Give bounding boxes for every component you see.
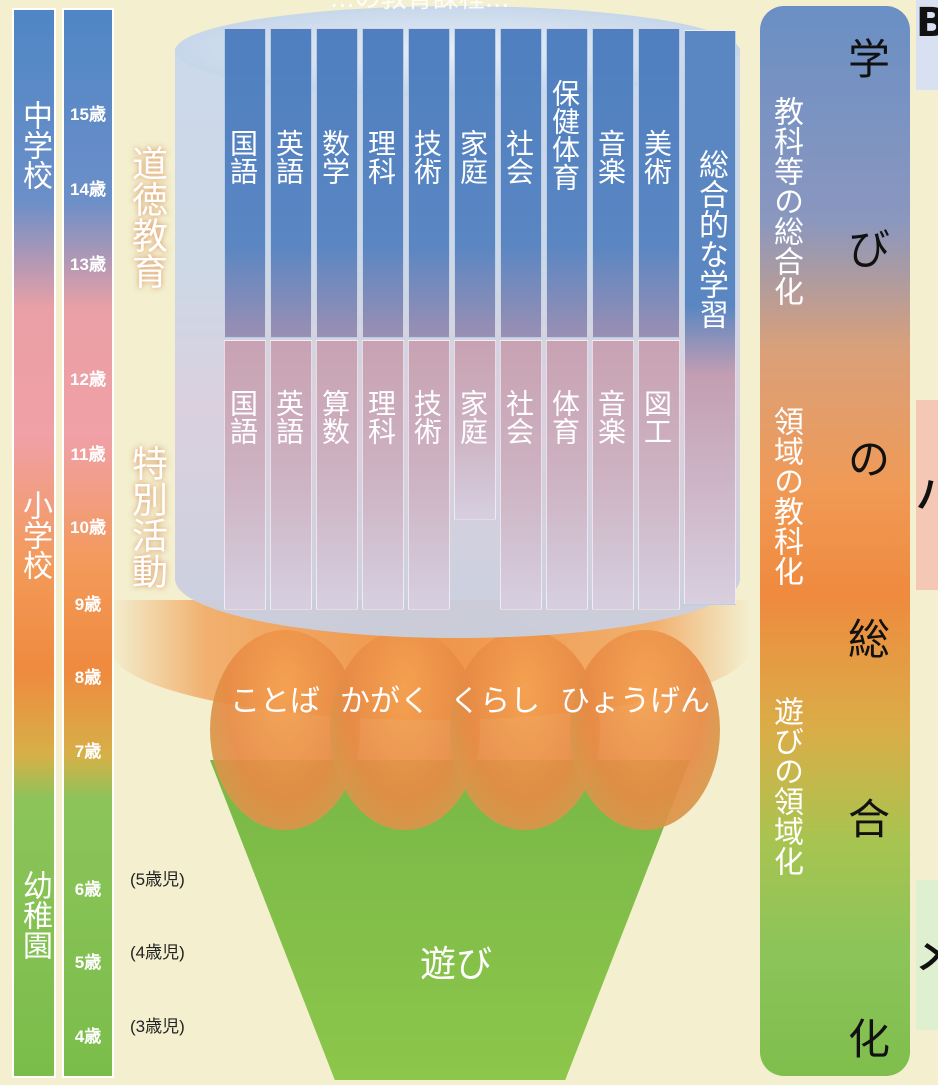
subject-label: 保健体育 xyxy=(548,79,581,191)
age-label: 10歳 xyxy=(70,518,106,537)
age-label: 8歳 xyxy=(74,668,102,687)
subject-label: 国語 xyxy=(226,129,259,185)
age-label: 4歳 xyxy=(74,1027,102,1046)
subject-lower: 技術 xyxy=(408,340,450,610)
domain-label: ことば xyxy=(230,684,320,719)
age-label: 15歳 xyxy=(70,105,106,124)
age-label: 7歳 xyxy=(74,742,102,761)
subject-label: 社会 xyxy=(502,389,535,445)
subject-upper: 国語 xyxy=(224,28,266,338)
subject-upper: 家庭 xyxy=(454,28,496,338)
subject-label: 音楽 xyxy=(594,389,627,445)
subject-lower: 理科 xyxy=(362,340,404,610)
subject-lower: 国語 xyxy=(224,340,266,610)
subject-label: 音楽 xyxy=(594,129,627,185)
subject-label: 英語 xyxy=(272,129,305,185)
subject-label: 理科 xyxy=(364,129,397,185)
integrated-study-label: 総合的な学習 xyxy=(693,149,728,329)
subject-upper: 理科 xyxy=(362,28,404,338)
integrated-study-column: 総合的な学習 xyxy=(684,30,736,605)
note-play-domainization: 遊びの領域化 xyxy=(768,696,803,876)
subject-lower: 社会 xyxy=(500,340,542,610)
edge-fragment: メ xyxy=(916,880,938,1030)
subject-label: 社会 xyxy=(502,129,535,185)
age-label: 5歳 xyxy=(74,953,102,972)
domain-label: くらし xyxy=(450,684,540,719)
integration-panel: 学 び の 総 合 化 教科等の総合化 領域の教科化 遊びの領域化 xyxy=(760,6,910,1076)
domain-blobs xyxy=(200,600,720,830)
junior-high-label: 中学校 xyxy=(17,100,52,190)
kinder-age-label: (3歳児) xyxy=(130,1017,185,1036)
subject-label: 数学 xyxy=(318,129,351,185)
special-activities-label: 特別活動 xyxy=(126,445,167,589)
age-label: 11歳 xyxy=(70,445,106,464)
subject-label: 算数 xyxy=(318,389,351,445)
subject-label: 体育 xyxy=(548,389,581,445)
subject-lower: 英語 xyxy=(270,340,312,610)
age-label: 9歳 xyxy=(74,595,102,614)
edge-fragment: ハ xyxy=(916,400,938,590)
panel-title-char: 学 xyxy=(848,35,891,84)
panel-title-char: の xyxy=(848,435,891,484)
panel-title-char: 総 xyxy=(848,615,891,664)
subject-lower: 家庭 xyxy=(454,340,496,520)
kinder-age-label: (5歳児) xyxy=(130,870,185,889)
domain-blob xyxy=(570,630,720,830)
age-label: 12歳 xyxy=(70,370,106,389)
subject-upper: 美術 xyxy=(638,28,680,338)
subject-upper: 保健体育 xyxy=(546,28,588,338)
moral-education-label: 道徳教育 xyxy=(126,145,167,289)
subject-label: 家庭 xyxy=(456,129,489,185)
play-label: 遊び xyxy=(420,944,493,985)
school-level-column: 中学校 小学校 幼稚園 xyxy=(12,8,56,1078)
subject-lower: 算数 xyxy=(316,340,358,610)
subject-label: 美術 xyxy=(640,129,673,185)
subject-label: 家庭 xyxy=(456,389,489,445)
subject-lower: 音楽 xyxy=(592,340,634,610)
subject-label: 技術 xyxy=(410,389,443,445)
note-subject-integration: 教科等の総合化 xyxy=(768,96,803,306)
domain-labels: ことば かがく くらし ひょうげん xyxy=(230,676,710,720)
age-column: 15歳 14歳 13歳 12歳 11歳 10歳 9歳 8歳 7歳 6歳 5歳 4… xyxy=(62,8,114,1078)
subject-label: 英語 xyxy=(272,389,305,445)
subject-lower: 体育 xyxy=(546,340,588,610)
age-label: 6歳 xyxy=(74,880,102,899)
kindergarten-label: 幼稚園 xyxy=(17,870,52,960)
domain-label: ひょうげん xyxy=(560,684,710,719)
subject-upper: 音楽 xyxy=(592,28,634,338)
subject-label: 技術 xyxy=(410,129,443,185)
elementary-label: 小学校 xyxy=(17,490,52,580)
edge-fragment: B xyxy=(916,0,938,90)
age-label: 13歳 xyxy=(70,255,106,274)
subject-upper: 技術 xyxy=(408,28,450,338)
panel-title-char: び xyxy=(848,225,891,274)
domain-label: かがく xyxy=(340,684,430,719)
top-caption-fragment: ...の教育課程... xyxy=(330,0,510,15)
subject-lower: 図工 xyxy=(638,340,680,610)
subject-label: 図工 xyxy=(640,389,673,445)
note-domain-subjectification: 領域の教科化 xyxy=(768,406,803,586)
panel-title-char: 化 xyxy=(848,1015,891,1064)
kinder-age-label: (4歳児) xyxy=(130,943,185,962)
age-label: 14歳 xyxy=(70,180,106,199)
subject-upper: 社会 xyxy=(500,28,542,338)
subject-upper: 数学 xyxy=(316,28,358,338)
subject-label: 理科 xyxy=(364,389,397,445)
subject-label: 国語 xyxy=(226,389,259,445)
subject-upper: 英語 xyxy=(270,28,312,338)
panel-title-char: 合 xyxy=(848,795,891,844)
